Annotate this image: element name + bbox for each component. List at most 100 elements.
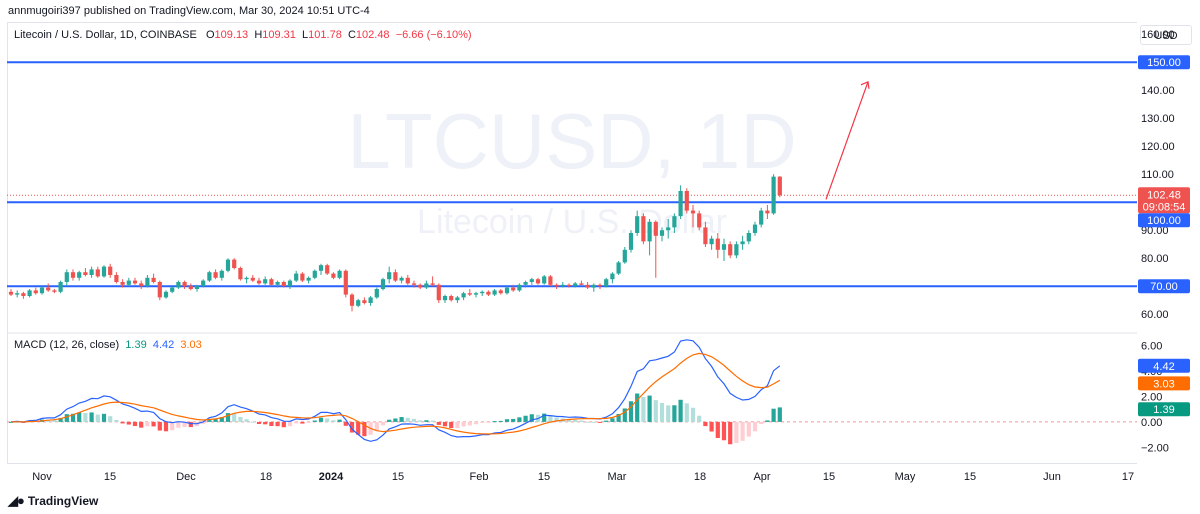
macd-histogram-bar (746, 421, 751, 437)
macd-title: MACD (12, 26, close) (14, 339, 120, 351)
candle-body (393, 272, 398, 281)
candle-body (250, 277, 255, 281)
macd-tick-label: 6.00 (1141, 341, 1162, 353)
close-value: 102.48 (355, 29, 390, 41)
candle-body (15, 293, 20, 295)
candle-body (455, 297, 460, 301)
candle-body (486, 291, 491, 295)
level-tag-100-bg (1138, 213, 1190, 228)
candle-body (467, 293, 472, 295)
candle-body (263, 279, 268, 284)
currency-button[interactable]: USD (1140, 25, 1192, 45)
macd-histogram-bar (511, 418, 516, 422)
candle-body (498, 290, 503, 294)
macd-histogram-bar (399, 417, 404, 422)
price-tick-label: 140.00 (1141, 85, 1175, 97)
candle-body (411, 283, 417, 285)
macd-histogram-bar (517, 417, 522, 422)
macd-histogram-bar (244, 419, 249, 422)
candle-body (579, 283, 584, 285)
macd-histogram-bar (672, 405, 677, 422)
signal-line (10, 352, 781, 435)
candle-body (337, 270, 342, 278)
candle-body (647, 221, 652, 242)
macd-histogram-bar (411, 418, 417, 422)
macd-histogram-bar (616, 414, 621, 422)
macd-histogram-bar (690, 407, 696, 422)
candle-body (188, 286, 193, 289)
macd-histogram-bar (176, 421, 181, 428)
time-tick-label: 18 (260, 471, 272, 483)
price-tick-label: 90.00 (1141, 225, 1169, 237)
time-tick-label: 15 (538, 471, 550, 483)
macd-histogram-bar (108, 416, 113, 422)
candle-body (387, 272, 392, 280)
candle-body (294, 273, 299, 281)
symbol-legend: Litecoin / U.S. Dollar, 1D, COINBASE O 10… (14, 29, 472, 41)
candle-body (275, 282, 280, 285)
candle-body (306, 277, 311, 281)
brand-label: TradingView (27, 494, 99, 508)
candle-body (151, 277, 156, 282)
candle-body (523, 282, 528, 285)
macd-histogram-bar (232, 413, 237, 422)
candle-body (132, 280, 138, 284)
macd-histogram-bar (312, 420, 317, 422)
high-value: 109.31 (262, 29, 296, 41)
macd-histogram-bar (480, 421, 485, 423)
candle-body (39, 287, 45, 294)
open-label: O (205, 29, 215, 41)
candle-body (232, 259, 237, 268)
candle-body (145, 277, 150, 287)
low-value: 101.78 (308, 29, 342, 41)
macd-value-tag: 4.42 (1138, 358, 1190, 373)
candle-body (194, 286, 200, 289)
candle-body (697, 213, 702, 228)
macd-value-tag-text: 4.42 (1153, 361, 1174, 373)
macd-histogram-bar (492, 421, 497, 423)
time-tick-label: 15 (104, 471, 116, 483)
candle-body (777, 176, 782, 196)
macd-value-tag-bg (1138, 358, 1190, 373)
candle-body (715, 238, 720, 250)
candle-body (473, 293, 479, 295)
macd-histogram-bar (225, 413, 231, 422)
macd-histogram-bar (52, 420, 57, 422)
macd-histogram-bar (486, 421, 491, 423)
signal-value-tag-bg (1138, 376, 1190, 391)
symbol-title: Litecoin / U.S. Dollar, 1D, COINBASE (14, 29, 197, 41)
time-tick-label: 15 (392, 471, 404, 483)
candle-body (238, 268, 243, 280)
macd-histogram-bar (659, 402, 665, 422)
macd-histogram-bar (83, 413, 88, 422)
macd-histogram-bar (163, 421, 169, 432)
macd-histogram-bar (393, 418, 398, 422)
macd-histogram-bar (331, 420, 336, 422)
candle-body (436, 284, 441, 301)
macd-line (10, 339, 781, 442)
time-tick-label: Dec (176, 471, 196, 483)
macd-histogram-bar (89, 412, 94, 422)
macd-histogram-bar (721, 421, 727, 441)
macd-histogram-bar (157, 421, 162, 431)
macd-histogram-bar (771, 408, 776, 422)
level-tag-150-text: 150.00 (1147, 57, 1181, 69)
candle-body (659, 230, 665, 236)
time-tick-label: Jun (1043, 471, 1061, 483)
macd-histogram-bar (430, 420, 435, 422)
candle-body (33, 290, 38, 294)
tradingview-brand[interactable]: ◢● TradingView (8, 493, 98, 509)
candle-body (281, 282, 286, 287)
level-tag-70-text: 70.00 (1150, 281, 1178, 293)
chart-border (7, 22, 1137, 464)
macd-tick-label: 0.00 (1141, 417, 1162, 429)
level-tag-70: 70.00 (1138, 279, 1190, 294)
candle-body (120, 282, 125, 285)
candle-body (368, 297, 373, 303)
macd-histogram-bar (461, 421, 466, 427)
signal-value-tag-text: 3.03 (1153, 378, 1174, 390)
candle-body (325, 265, 330, 274)
candle-body (740, 241, 745, 245)
